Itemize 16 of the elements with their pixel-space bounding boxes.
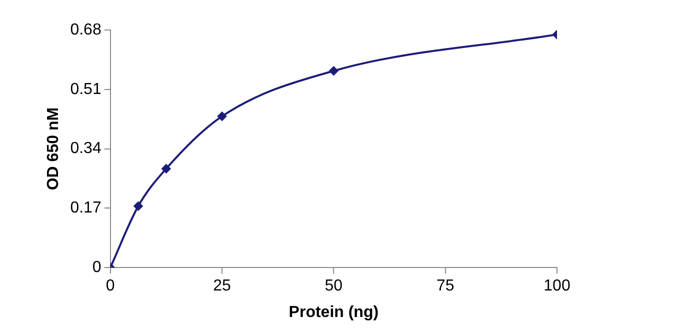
point — [134, 202, 143, 211]
y-tick-label: 0.34 — [70, 140, 102, 158]
x-axis-title: Protein (ng) — [288, 304, 379, 321]
x-tick-label: 25 — [213, 278, 232, 295]
y-tick-label: 0 — [92, 259, 102, 276]
y-axis-title: OD 650 nM — [45, 107, 62, 190]
y-tick-label: 0.51 — [70, 80, 102, 98]
point — [162, 164, 171, 174]
x-tick-label: 50 — [324, 278, 343, 295]
x-tick-label: 100 — [544, 278, 570, 295]
x-tick-label: 75 — [436, 278, 454, 295]
x-tick-label: 0 — [106, 278, 115, 295]
y-tick-label: 0.68 — [70, 21, 102, 38]
point — [329, 66, 338, 76]
point — [218, 112, 227, 121]
y-tick-label: 0.17 — [70, 200, 102, 217]
